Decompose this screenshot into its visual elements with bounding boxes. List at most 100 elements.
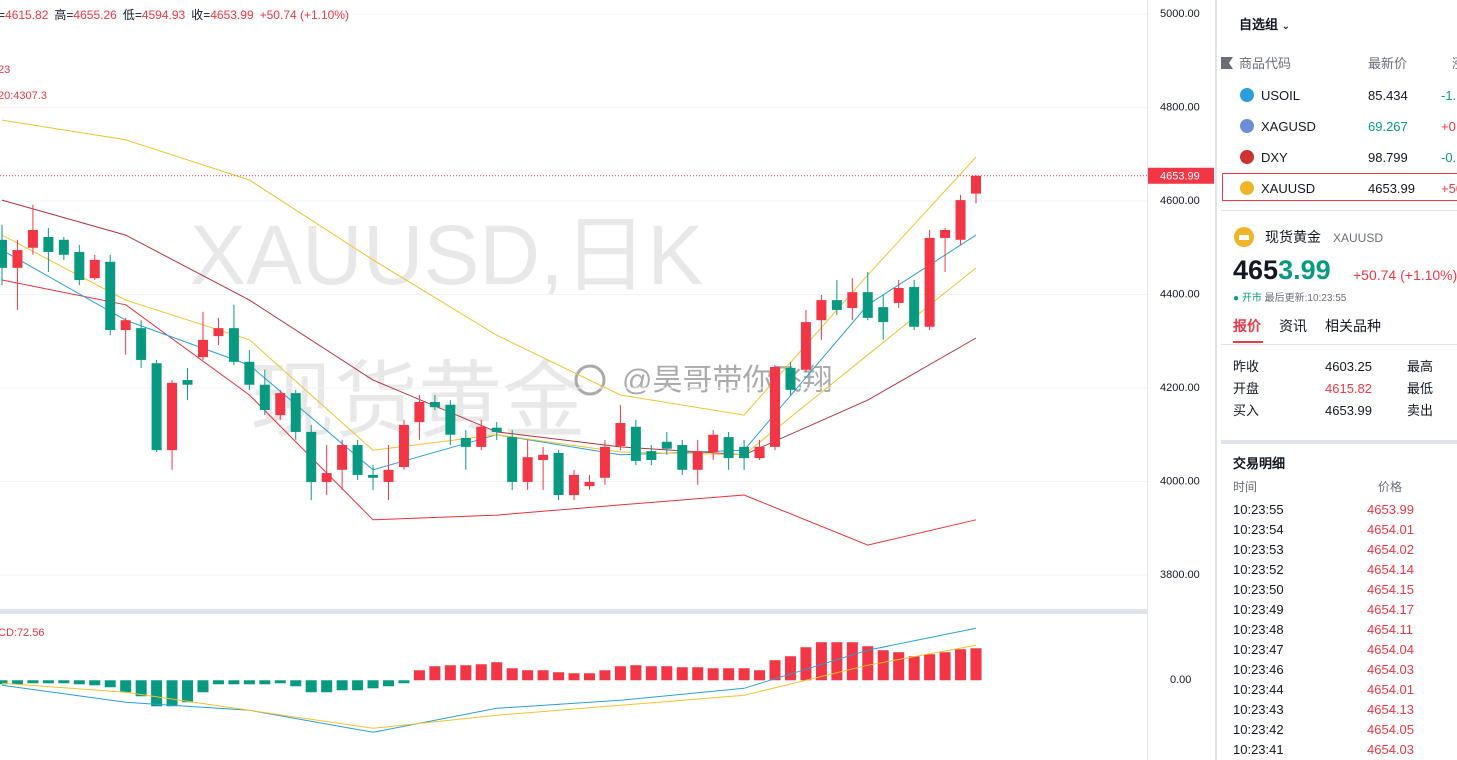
y-tick-label: 4800.00 <box>1160 101 1200 113</box>
candle-body <box>306 431 317 482</box>
macd-bar <box>506 668 518 681</box>
macd-bar <box>321 680 333 693</box>
candle-body <box>538 454 549 460</box>
macd-bar <box>11 680 23 685</box>
macd-bar <box>367 680 379 689</box>
symbol-icon <box>1240 119 1254 133</box>
symbol[interactable]: XAGUSD <box>1261 119 1316 134</box>
last-price: 4653.99 <box>1368 181 1415 196</box>
ohlc-value: 4655.26 <box>73 8 117 22</box>
candle-body <box>321 473 332 482</box>
watchlist-title-text: 自选组 <box>1239 17 1279 32</box>
macd-bar <box>413 670 425 681</box>
candle-body <box>398 424 409 467</box>
trade-time: 10:23:41 <box>1233 742 1284 757</box>
symbol[interactable]: XAUUSD <box>1261 181 1316 196</box>
candle-body <box>337 445 348 470</box>
tab[interactable]: 报价 <box>1233 318 1261 334</box>
trades-header: 价格 <box>1378 480 1403 494</box>
candle-body <box>615 423 626 446</box>
ohlc-label: 低= <box>122 8 142 22</box>
watchlist-title[interactable]: 自选组 ⌄ <box>1239 17 1291 32</box>
trade-time: 10:23:47 <box>1233 642 1284 657</box>
last-update: 最后更新:10:23:55 <box>1264 293 1347 304</box>
macd-bar <box>908 656 920 681</box>
indicator-line <box>1 119 977 416</box>
trades-header: 时间 <box>1233 480 1258 494</box>
side-panel: 自选组 ⌄ 商品代码 最新价 涨 USOIL 85.434 -1. XAGUSD 69.… <box>1221 0 1457 760</box>
candle-body <box>43 237 54 252</box>
candle-body <box>785 367 796 390</box>
stat-label: 买入 <box>1233 403 1260 418</box>
macd-bar <box>305 680 317 693</box>
stat-value: 4603.25 <box>1325 359 1372 374</box>
macd-bar <box>89 680 101 686</box>
candle-body <box>460 438 471 447</box>
col-header: 最新价 <box>1368 56 1408 71</box>
macd-bar <box>769 660 781 681</box>
symbol[interactable]: DXY <box>1261 150 1288 165</box>
candle-body <box>816 300 827 321</box>
trade-price: 4654.04 <box>1367 642 1414 657</box>
gold-icon <box>1234 227 1254 247</box>
trade-time: 10:23:55 <box>1233 502 1284 517</box>
macd-bar <box>429 666 441 681</box>
status: 开市 <box>1241 293 1262 304</box>
candle-body <box>847 292 858 309</box>
tab[interactable]: 相关品种 <box>1325 318 1381 334</box>
ohlc-value: 4615.82 <box>5 8 49 22</box>
macd-bar <box>784 656 796 681</box>
tab[interactable]: 资讯 <box>1279 318 1307 334</box>
macd-bar <box>754 670 766 681</box>
macd-bar <box>460 665 472 681</box>
quote-change: +50.74 (+1.10%) <box>1353 267 1457 283</box>
candle-body <box>522 457 533 482</box>
y-tick-label: 3800.00 <box>1160 569 1200 581</box>
trade-time: 10:23:54 <box>1233 522 1284 537</box>
macd-bar <box>444 665 456 681</box>
candle-body <box>275 393 286 416</box>
candle-body <box>661 441 672 449</box>
candle-body <box>244 361 255 385</box>
macd-bar <box>831 642 843 681</box>
watermark-name: 现货黄金 <box>250 354 586 448</box>
last-price-label: 4653.99 <box>1160 171 1200 183</box>
candle-body <box>197 339 208 358</box>
candle-body <box>58 239 69 255</box>
candle-body <box>878 307 889 323</box>
change: -1. <box>1441 88 1457 103</box>
candle-body <box>955 200 966 240</box>
indicator-line <box>1 644 977 729</box>
candle-body <box>167 382 178 451</box>
ohlc-change: +50.74 (+1.10%) <box>259 8 350 22</box>
candle-body <box>151 363 162 451</box>
change: +0. <box>1441 119 1457 134</box>
symbol[interactable]: USOIL <box>1261 88 1301 103</box>
candle-body <box>569 474 580 496</box>
last-price: 69.267 <box>1368 119 1408 134</box>
macd-bar <box>599 670 611 681</box>
candle-body <box>120 320 131 331</box>
stat-label: 最高 <box>1407 359 1434 374</box>
candle-body <box>445 404 456 435</box>
candle-body <box>800 322 811 370</box>
candle-body <box>105 261 116 331</box>
separator <box>1221 344 1457 345</box>
macd-bar <box>352 680 364 691</box>
macd-bar <box>630 665 642 681</box>
candle-body <box>414 402 425 423</box>
candle-body <box>228 328 239 362</box>
stat-label: 卖出 <box>1407 403 1434 418</box>
pane-divider <box>0 609 1147 614</box>
trade-time: 10:23:44 <box>1233 682 1284 697</box>
candle-body <box>754 446 765 459</box>
change: +50 <box>1441 181 1457 196</box>
quote-price: 4653.99 <box>1233 255 1331 285</box>
panel-divider <box>1215 0 1217 760</box>
y-tick-label: 5000.00 <box>1160 8 1200 20</box>
macd-bar <box>661 666 673 681</box>
y-tick-label: 4200.00 <box>1160 382 1200 394</box>
candle-body <box>259 384 270 410</box>
candle-body <box>12 250 23 268</box>
candle-body <box>476 426 487 447</box>
